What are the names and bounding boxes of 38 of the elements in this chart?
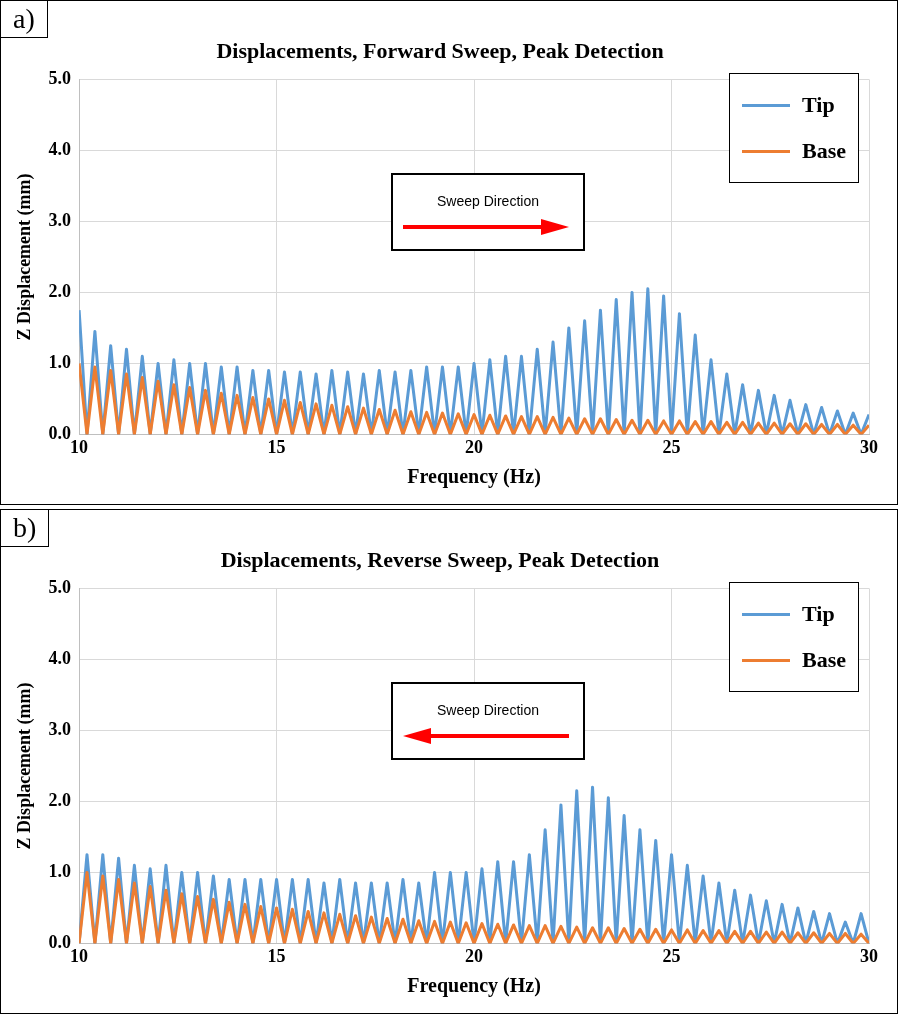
y-tick-label: 2.0 bbox=[48, 281, 72, 302]
callout-box: Sweep Direction bbox=[391, 682, 585, 760]
y-tick-label: 4.0 bbox=[48, 139, 72, 160]
x-tick-label: 30 bbox=[860, 436, 878, 457]
callout-box: Sweep Direction bbox=[391, 173, 585, 251]
legend-label: Tip bbox=[802, 601, 835, 627]
annotation: Sweep Direction bbox=[436, 193, 540, 209]
y-tick-label: 5.0 bbox=[48, 577, 72, 598]
y-tick-label: 2.0 bbox=[48, 790, 72, 811]
x-tick-label: 15 bbox=[267, 945, 286, 966]
x-tick-label: 20 bbox=[465, 945, 484, 966]
text: a) bbox=[0, 0, 48, 38]
chart-title: Displacements, Forward Sweep, Peak Detection bbox=[216, 37, 664, 63]
y-axis-title: Z Displacement (mm) bbox=[14, 682, 36, 850]
x-tick-label: 30 bbox=[860, 945, 878, 966]
y-tick-label: 3.0 bbox=[48, 210, 72, 231]
y-tick-label: 1.0 bbox=[48, 861, 72, 882]
y-tick-label: 4.0 bbox=[48, 648, 72, 669]
x-tick-label: 20 bbox=[465, 436, 484, 457]
x-tick-label: 10 bbox=[70, 436, 89, 457]
x-tick-label: 15 bbox=[267, 436, 286, 457]
legend-label: Tip bbox=[802, 92, 835, 118]
y-tick-label: 5.0 bbox=[48, 68, 72, 89]
annotation: Sweep Direction bbox=[436, 702, 540, 718]
y-tick-label: 3.0 bbox=[48, 719, 72, 740]
legend-label: Base bbox=[802, 138, 846, 164]
y-axis-title: Z Displacement (mm) bbox=[14, 173, 36, 341]
x-tick-label: 25 bbox=[662, 945, 681, 966]
y-tick-label: 1.0 bbox=[48, 352, 72, 373]
x-tick-label: 25 bbox=[662, 436, 681, 457]
x-axis-title: Frequency (Hz) bbox=[407, 974, 541, 998]
chart-title: Displacements, Reverse Sweep, Peak Detection bbox=[220, 546, 660, 572]
y-tick-label: 0.0 bbox=[48, 423, 72, 444]
y-tick-label: 0.0 bbox=[48, 932, 72, 953]
x-tick-label: 10 bbox=[70, 945, 89, 966]
x-axis-title: Frequency (Hz) bbox=[407, 465, 541, 489]
text: b) bbox=[0, 509, 50, 547]
legend-label: Base bbox=[802, 647, 846, 673]
